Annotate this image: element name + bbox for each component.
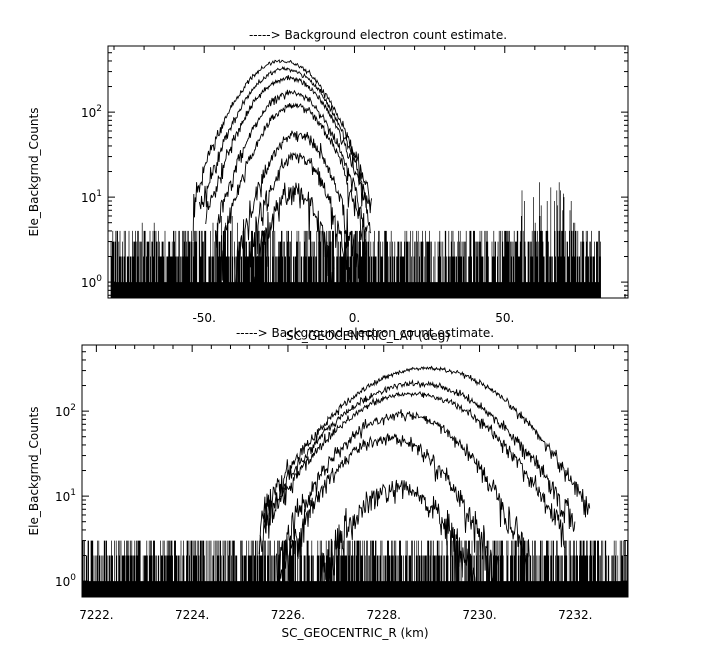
series-line-8 (253, 182, 335, 291)
x-axis-label: SC_GEOCENTRIC_R (km) (282, 626, 429, 640)
y-tick-label: 100 (81, 274, 102, 290)
y-tick-label: 102 (55, 403, 76, 419)
y-tick-label: 101 (55, 488, 76, 504)
series-line-7 (243, 151, 351, 291)
x-tick-label: 50. (495, 311, 514, 325)
x-tick-label: 7224. (175, 608, 209, 622)
series-line-2 (258, 378, 576, 555)
series-line-4 (214, 89, 368, 248)
chart-panel-2: 7222. 7224. 7226. 7228. 7230. 7232. 100 101 102 -… (27, 326, 629, 640)
noise-spikes (82, 540, 628, 597)
series-line-5 (221, 102, 367, 281)
series-line-6 (234, 130, 361, 291)
x-axis-label: SC_GEOCENTRIC_LAT (deg) (286, 329, 450, 343)
chart-title: -----> Background electron count estimat… (249, 28, 507, 42)
chart-panel-1: -50. 0. 50. 100 101 102 -----> Background elec… (27, 28, 629, 343)
y-axis-label: Ele_Backgrnd_Counts (27, 108, 41, 237)
series-line-2 (198, 66, 372, 214)
x-tick-label: 0. (349, 311, 360, 325)
series-line-1 (263, 365, 591, 533)
series-line-3 (259, 390, 566, 552)
series-line-3 (205, 75, 372, 234)
series-line-5 (277, 433, 500, 590)
y-tick-label: 100 (55, 573, 76, 589)
series-line-6 (320, 479, 476, 590)
series-line-1 (192, 59, 373, 242)
x-tick-label: -50. (192, 311, 215, 325)
chart-title: -----> Background electron count estimat… (236, 326, 494, 340)
x-tick-label: 7222. (79, 608, 113, 622)
x-tick-label: 7230. (462, 608, 496, 622)
y-axis-label: Ele_Backgrnd_Counts (27, 407, 41, 536)
x-tick-label: 7232. (558, 608, 592, 622)
x-tick-label: 7226. (271, 608, 305, 622)
series-line-4 (276, 409, 530, 590)
noise-spikes (110, 182, 601, 298)
x-tick-label: 7228. (367, 608, 401, 622)
y-tick-label: 102 (81, 104, 102, 120)
y-tick-label: 101 (81, 189, 102, 205)
